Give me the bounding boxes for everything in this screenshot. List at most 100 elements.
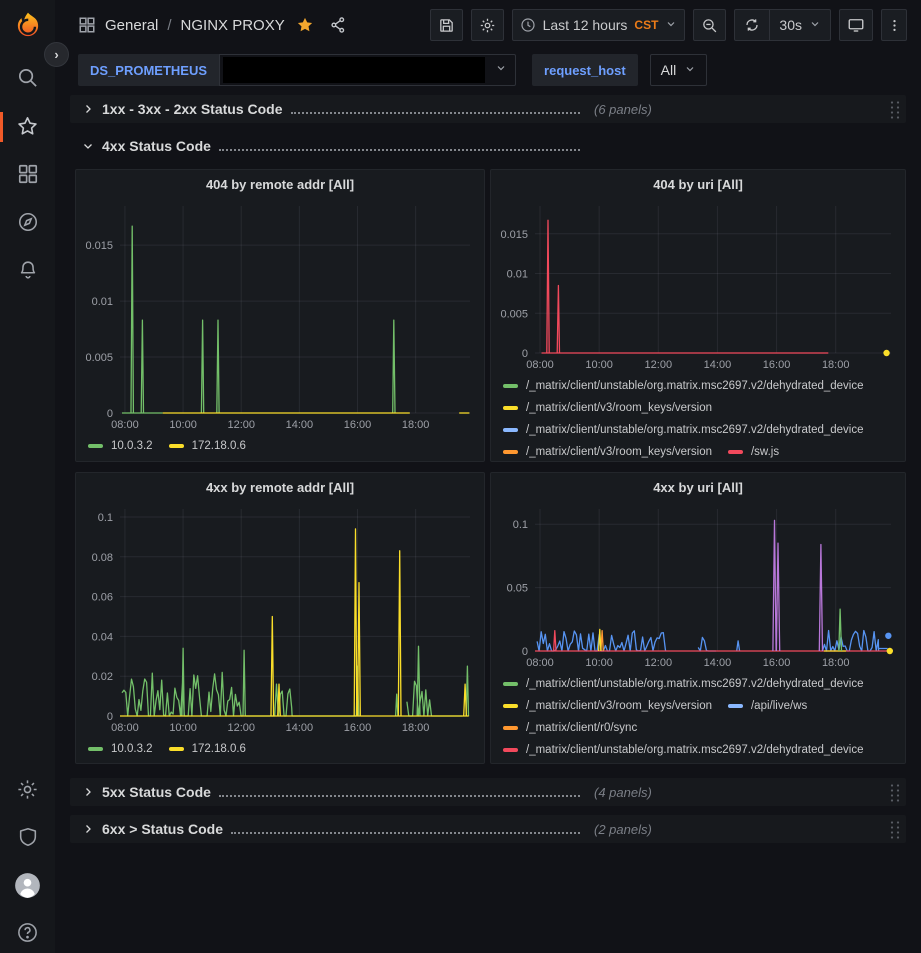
- legend-item[interactable]: /_matrix/client/v3/room_keys/version: [503, 397, 712, 419]
- tv-icon: [847, 16, 865, 34]
- svg-text:0: 0: [107, 711, 113, 723]
- dashboard-settings-button[interactable]: [470, 9, 504, 41]
- legend-item[interactable]: /_matrix/client/unstable/org.matrix.msc2…: [503, 375, 864, 397]
- svg-text:18:00: 18:00: [402, 419, 430, 431]
- explore-compass-icon[interactable]: [0, 211, 55, 233]
- request-host-variable-label[interactable]: request_host: [532, 54, 638, 86]
- svg-text:16:00: 16:00: [763, 657, 791, 669]
- row-4xx[interactable]: 4xx Status Code: [70, 132, 906, 160]
- row-drag-handle[interactable]: [888, 819, 900, 839]
- chart-canvas[interactable]: 0 0.02 0.04 0.06 0.08 0.1 08:00 10:00 12:00 14:00…: [76, 501, 484, 736]
- row-title: 1xx - 3xx - 2xx Status Code: [102, 101, 283, 117]
- configuration-gear-icon[interactable]: [0, 778, 55, 801]
- legend-swatch: [88, 444, 103, 448]
- dashboards-icon[interactable]: [0, 163, 55, 185]
- legend-item[interactable]: /_matrix/client/unstable/org.matrix.msc2…: [503, 673, 864, 695]
- sidebar: ›: [0, 0, 69, 953]
- panel: 4xx by remote addr [All] 0 0.02 0.04 0.06 0.0…: [75, 472, 485, 764]
- refresh-button[interactable]: [735, 10, 769, 40]
- refresh-interval-button[interactable]: 30s: [769, 10, 830, 40]
- svg-text:12:00: 12:00: [227, 722, 255, 734]
- row-drag-handle[interactable]: [888, 782, 900, 802]
- chevron-right-icon: [82, 786, 94, 798]
- share-icon[interactable]: [329, 16, 347, 34]
- svg-text:12:00: 12:00: [645, 657, 673, 669]
- dashboard-title[interactable]: NGINX PROXY: [180, 16, 285, 34]
- datasource-variable-label[interactable]: DS_PROMETHEUS: [78, 54, 220, 86]
- svg-text:0.1: 0.1: [98, 512, 113, 524]
- dotted-leader: [218, 149, 580, 151]
- help-icon[interactable]: [0, 921, 55, 944]
- starred-dashboards-icon[interactable]: [0, 115, 55, 138]
- legend-swatch: [168, 747, 184, 751]
- row-6xx[interactable]: 6xx > Status Code (2 panels): [70, 815, 906, 843]
- panel-title[interactable]: 4xx by remote addr [All]: [205, 480, 355, 495]
- save-icon: [438, 17, 455, 34]
- row-drag-handle[interactable]: [888, 99, 900, 119]
- legend-item[interactable]: 172.18.0.6: [168, 738, 246, 760]
- legend-item[interactable]: /_matrix/client/v3/room_keys/version: [503, 695, 712, 717]
- svg-text:0.01: 0.01: [92, 296, 113, 308]
- time-range-picker[interactable]: Last 12 hours CST: [511, 9, 686, 41]
- legend-label: /api/live/ws: [750, 700, 808, 712]
- grafana-logo[interactable]: [0, 10, 55, 42]
- legend-swatch: [503, 704, 518, 708]
- panel-legend: 10.0.3.2 172.18.0.6: [76, 433, 484, 461]
- legend-item[interactable]: /sw.js: [727, 441, 779, 461]
- svg-text:18:00: 18:00: [822, 657, 850, 669]
- legend-swatch: [503, 682, 518, 686]
- legend-item[interactable]: /_matrix/client/v3/room_keys/version: [503, 441, 712, 461]
- legend-swatch: [727, 450, 743, 454]
- chart-canvas[interactable]: 0 0.005 0.01 0.015 08:00 10:00 12:00 14:00 16:00…: [491, 198, 905, 373]
- panel-legend: 10.0.3.2 172.18.0.6: [76, 736, 484, 763]
- svg-text:10:00: 10:00: [585, 657, 613, 669]
- chart-canvas[interactable]: 0 0.005 0.01 0.015 08:00 10:00 12:00 14:00 16:00…: [76, 198, 484, 433]
- dotted-leader: [290, 112, 580, 114]
- legend-item[interactable]: /_matrix/client/r0/sync: [503, 717, 637, 739]
- legend-item[interactable]: /api/live/ws: [727, 695, 808, 717]
- panel-title[interactable]: 404 by uri [All]: [653, 177, 743, 192]
- zoom-out-icon: [701, 17, 718, 34]
- legend-swatch: [503, 428, 518, 432]
- breadcrumb-separator: /: [167, 16, 172, 34]
- svg-text:0: 0: [522, 348, 528, 360]
- sidebar-expand-button[interactable]: ›: [44, 42, 69, 67]
- user-avatar[interactable]: [0, 872, 55, 899]
- panel-title[interactable]: 4xx by uri [All]: [653, 480, 743, 495]
- row-5xx[interactable]: 5xx Status Code (4 panels): [70, 778, 906, 806]
- svg-text:10:00: 10:00: [169, 419, 197, 431]
- redacted-datasource-value: [223, 57, 486, 83]
- favorite-star-icon[interactable]: [296, 16, 314, 34]
- dashboards-grid-icon[interactable]: [78, 16, 96, 34]
- svg-text:0: 0: [107, 408, 113, 420]
- legend-item[interactable]: 10.0.3.2: [88, 435, 153, 457]
- legend-swatch: [727, 704, 743, 708]
- kebab-menu-button[interactable]: [881, 9, 907, 41]
- server-admin-shield-icon[interactable]: [0, 826, 55, 848]
- request-host-variable-select[interactable]: All: [649, 54, 708, 86]
- breadcrumb-section[interactable]: General: [105, 16, 159, 34]
- save-dashboard-button[interactable]: [429, 9, 463, 41]
- tv-mode-button[interactable]: [839, 9, 873, 41]
- row-1xx-3xx-2xx[interactable]: 1xx - 3xx - 2xx Status Code (6 panels): [70, 95, 906, 123]
- zoom-out-button[interactable]: [693, 9, 727, 41]
- legend-item[interactable]: /_matrix/client/unstable/org.matrix.msc2…: [503, 419, 864, 441]
- legend-item[interactable]: 172.18.0.6: [168, 435, 246, 457]
- svg-text:16:00: 16:00: [344, 722, 372, 734]
- legend-label: /_matrix/client/unstable/org.matrix.msc2…: [526, 380, 864, 392]
- panel-title[interactable]: 404 by remote addr [All]: [205, 177, 355, 192]
- chevron-down-icon: [809, 17, 821, 33]
- search-icon[interactable]: [0, 66, 55, 89]
- svg-text:10:00: 10:00: [585, 359, 613, 371]
- alerting-bell-icon[interactable]: [0, 259, 55, 281]
- legend-item[interactable]: /_matrix/client/unstable/org.matrix.msc2…: [503, 739, 864, 761]
- breadcrumb: General / NGINX PROXY: [78, 16, 347, 34]
- svg-text:18:00: 18:00: [822, 359, 850, 371]
- chart-canvas[interactable]: 0 0.05 0.1 08:00 10:00 12:00 14:00 16:00 18:00: [491, 501, 905, 671]
- panel: 404 by remote addr [All] 0 0.005 0.01 0.015 0…: [75, 169, 485, 462]
- svg-text:08:00: 08:00: [111, 722, 139, 734]
- legend-item[interactable]: 10.0.3.2: [88, 738, 153, 760]
- panel: 4xx by uri [All] 0 0.05 0.1 08:00 10:00 12:00 1…: [490, 472, 906, 764]
- timezone-label: CST: [634, 18, 659, 32]
- datasource-variable-select[interactable]: [219, 54, 517, 86]
